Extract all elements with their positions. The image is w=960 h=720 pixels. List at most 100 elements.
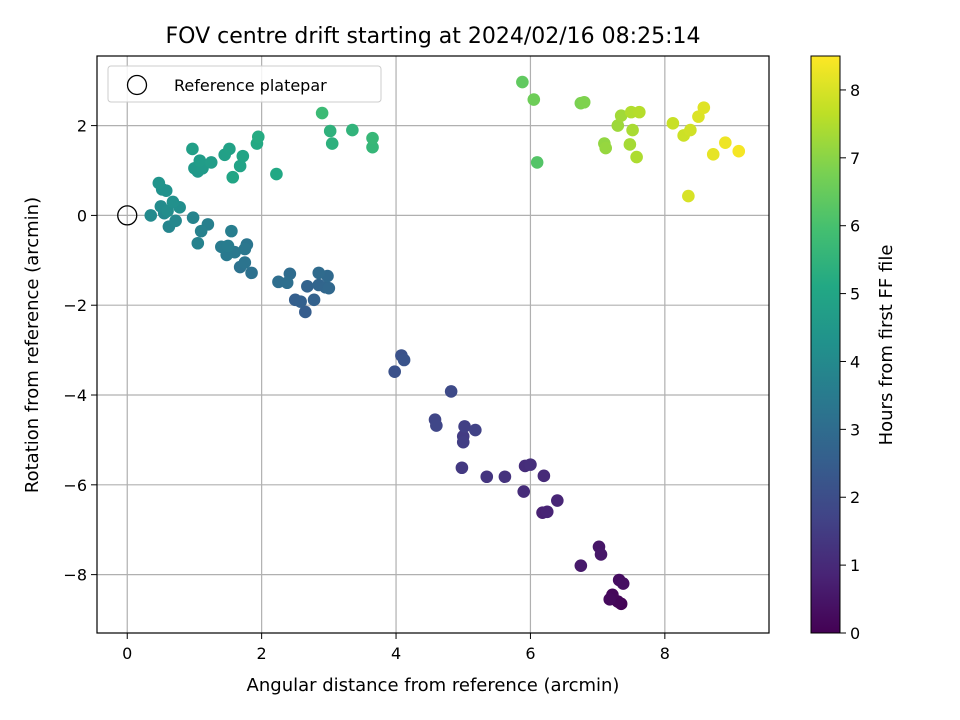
x-axis-label: Angular distance from reference (arcmin)	[247, 675, 620, 696]
plot-frame	[96, 55, 770, 634]
data-point	[616, 577, 630, 590]
data-point	[444, 385, 458, 398]
legend-open-circle-icon	[126, 74, 148, 96]
colorbar-tick-label: 1	[850, 556, 860, 575]
data-point	[225, 224, 238, 238]
colorbar: 0 1 2 3 4 5 6 7 8 Hours from first FF file	[810, 55, 897, 643]
data-point	[193, 154, 207, 167]
data-point	[594, 548, 608, 561]
reference-marker-layer	[117, 205, 138, 226]
data-point	[186, 142, 199, 156]
data-point	[294, 295, 307, 308]
x-tick-label: 0	[122, 644, 132, 663]
data-point	[630, 150, 643, 164]
data-point	[299, 305, 312, 319]
data-point	[191, 236, 205, 250]
colorbar-label: Hours from first FF file	[876, 245, 897, 446]
data-point	[732, 144, 746, 158]
data-point	[226, 170, 240, 184]
data-point	[186, 211, 200, 224]
data-point	[527, 93, 541, 106]
legend-label: Reference platepar	[174, 76, 327, 95]
data-point	[236, 149, 250, 163]
data-point	[697, 101, 711, 114]
legend: Reference platepar	[107, 65, 382, 103]
data-point	[530, 156, 544, 169]
legend-box	[107, 65, 382, 103]
data-point	[551, 494, 564, 507]
data-point	[221, 239, 235, 253]
data-point	[323, 124, 337, 138]
data-point	[223, 142, 236, 156]
data-point	[456, 435, 470, 449]
data-point	[633, 105, 646, 119]
data-point	[251, 130, 265, 144]
colorbar-tick-label: 6	[850, 217, 860, 236]
colorbar-tick-label: 0	[850, 624, 860, 643]
data-point	[614, 109, 628, 123]
data-point	[626, 123, 639, 137]
colorbar-ticks: 0 1 2 3 4 5 6 7 8	[840, 81, 860, 643]
data-point	[322, 281, 336, 295]
y-tick-label: 2	[77, 117, 87, 136]
data-point	[706, 148, 720, 161]
data-point	[152, 176, 166, 190]
data-point	[684, 123, 697, 137]
colorbar-tick-label: 8	[850, 81, 860, 100]
colorbar-tick-label: 2	[850, 488, 860, 507]
data-point	[517, 485, 531, 498]
data-point	[366, 140, 379, 154]
x-tick-label: 6	[525, 644, 535, 663]
data-point	[169, 214, 182, 228]
data-point	[516, 75, 529, 89]
data-point	[325, 137, 339, 150]
data-point	[245, 266, 258, 280]
data-point	[537, 469, 551, 483]
x-tick-label: 4	[391, 644, 401, 663]
y-tick-label: −2	[63, 296, 87, 315]
chart-title: FOV centre drift starting at 2024/02/16 …	[166, 24, 701, 49]
data-point	[469, 423, 482, 437]
colorbar-gradient	[810, 55, 841, 634]
data-point	[315, 106, 329, 120]
data-point	[194, 224, 208, 238]
data-point	[540, 505, 554, 519]
data-point	[682, 189, 695, 203]
x-axis-ticks: 0 2 4 6 8	[122, 633, 670, 663]
data-point	[301, 280, 314, 293]
data-point	[312, 266, 326, 280]
data-point	[204, 156, 218, 169]
colorbar-tick-label: 4	[850, 352, 860, 371]
data-point	[233, 159, 247, 173]
data-point	[430, 419, 443, 432]
colorbar-tick-label: 3	[850, 420, 860, 439]
data-point	[623, 138, 637, 151]
data-point	[144, 209, 158, 222]
reference-platepar-marker	[117, 205, 138, 226]
data-point	[455, 461, 469, 475]
data-point	[599, 141, 613, 155]
data-point	[270, 167, 283, 181]
data-point	[574, 559, 588, 572]
data-point	[524, 458, 537, 471]
data-point	[577, 95, 591, 109]
y-tick-label: −6	[63, 476, 87, 495]
data-point	[366, 131, 379, 145]
data-point	[238, 256, 252, 269]
y-tick-label: −8	[63, 566, 87, 585]
y-axis-ticks: −8 −6 −4 −2 0 2	[63, 117, 97, 585]
colorbar-tick-label: 7	[850, 149, 860, 168]
y-tick-label: 0	[77, 206, 87, 225]
data-point	[280, 276, 294, 290]
data-point	[666, 117, 680, 130]
data-points	[144, 75, 746, 611]
data-point	[719, 136, 732, 149]
x-tick-label: 8	[660, 644, 670, 663]
data-point	[498, 470, 512, 484]
data-point	[388, 365, 401, 378]
grid	[97, 56, 769, 633]
colorbar-tick-label: 5	[850, 285, 860, 304]
y-axis-label: Rotation from reference (arcmin)	[22, 197, 43, 493]
y-tick-label: −4	[63, 386, 87, 405]
